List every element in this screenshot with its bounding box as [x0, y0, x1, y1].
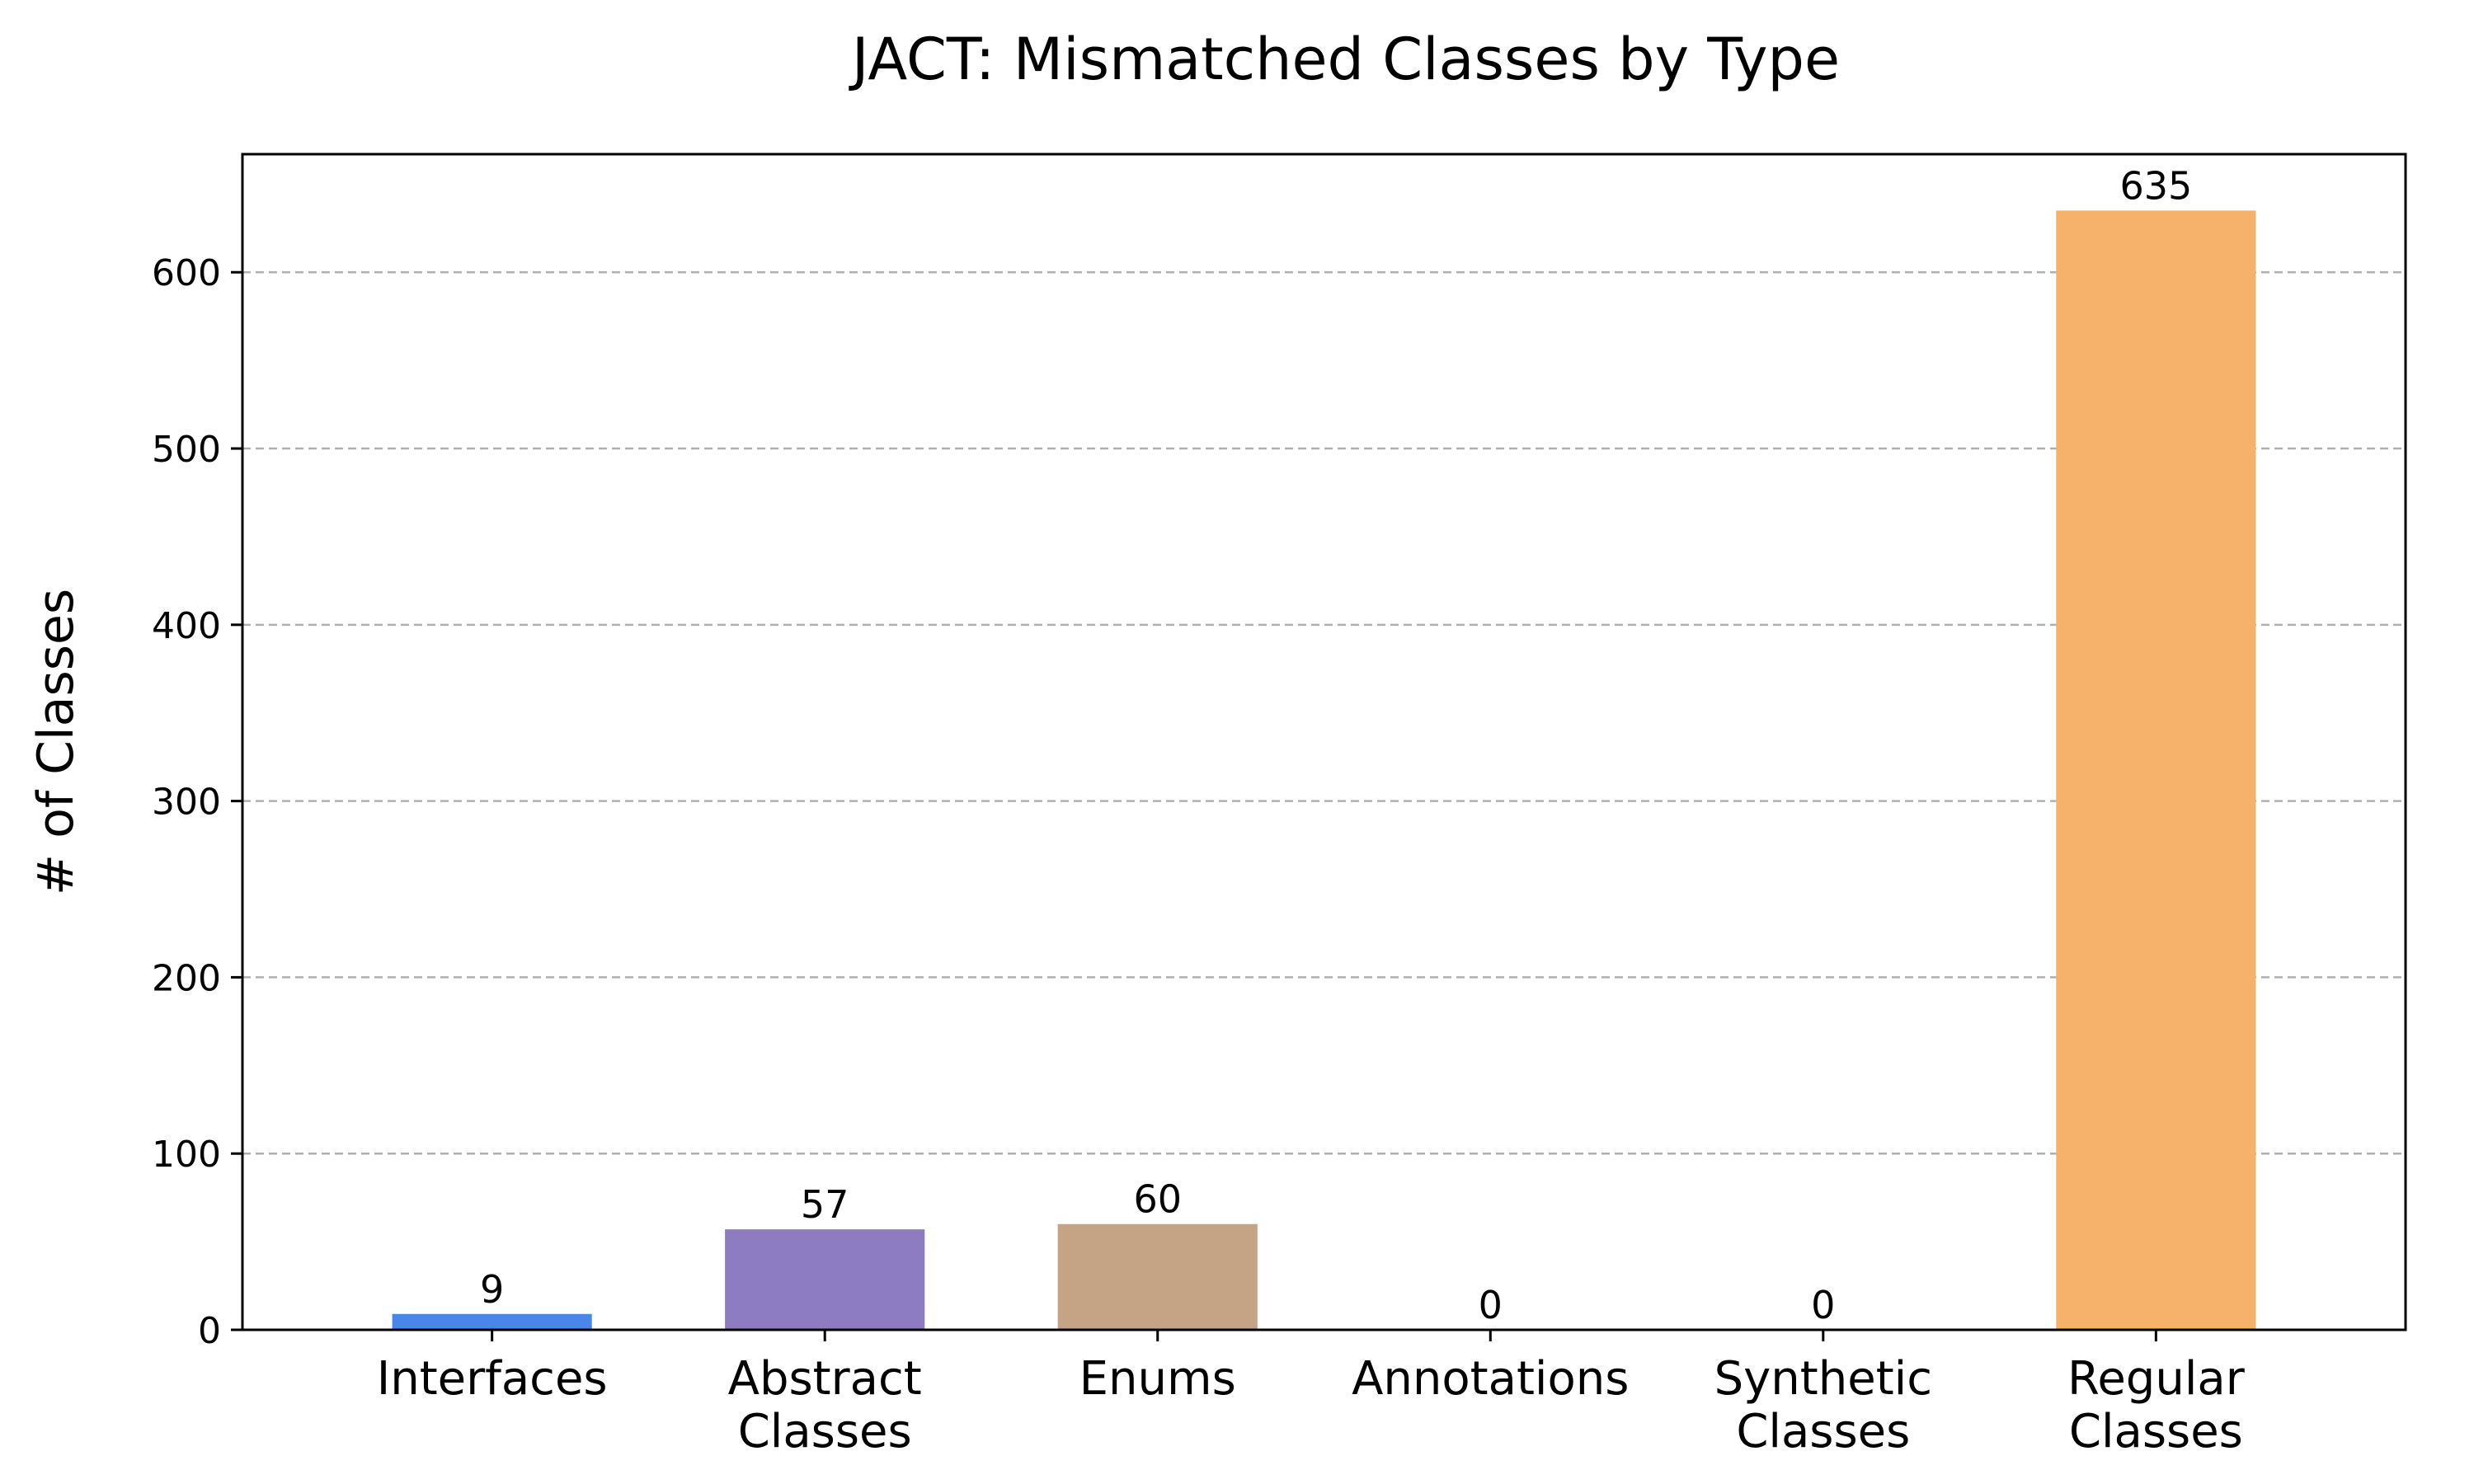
y-tick-label: 600 — [152, 252, 221, 294]
data-labels: 9 57 60 0 0 635 — [480, 163, 2192, 1327]
x-tick-label-line: Interfaces — [377, 1352, 608, 1406]
bar — [2056, 210, 2256, 1330]
x-tick-label: Annotations — [1352, 1352, 1629, 1406]
x-tick-label-line: Synthetic — [1714, 1352, 1932, 1406]
x-tick-label: Interfaces — [377, 1352, 608, 1406]
x-tick-label-line: Annotations — [1352, 1352, 1629, 1406]
y-tick-label: 200 — [152, 957, 221, 999]
data-label: 0 — [1479, 1283, 1503, 1327]
y-tick-label: 500 — [152, 429, 221, 471]
data-label: 57 — [801, 1182, 849, 1227]
bars — [392, 210, 2256, 1330]
x-tick-label: Abstract Classes — [728, 1352, 922, 1458]
plot-frame — [241, 153, 2407, 1331]
y-tick-label: 0 — [198, 1310, 221, 1352]
x-tick-label: Enums — [1079, 1352, 1236, 1406]
x-tick-label-line: Classes — [2069, 1405, 2243, 1458]
x-tick-label-line: Classes — [738, 1405, 912, 1458]
y-tick-label: 100 — [152, 1134, 221, 1176]
bar — [1057, 1223, 1258, 1330]
x-tick-label-line: Enums — [1079, 1352, 1236, 1406]
bar — [725, 1229, 925, 1330]
y-axis-ticks: 0 100 200 300 400 500 600 — [152, 252, 242, 1352]
gridlines — [242, 270, 2406, 1155]
x-tick-label: Synthetic Classes — [1714, 1352, 1932, 1458]
y-tick-label: 400 — [152, 605, 221, 647]
x-tick-label-line: Regular — [2067, 1352, 2246, 1406]
bar — [392, 1313, 592, 1330]
data-label: 635 — [2119, 163, 2192, 208]
x-tick-label-line: Abstract — [728, 1352, 922, 1406]
data-label: 0 — [1811, 1283, 1835, 1327]
y-axis-label: # of Classes — [27, 589, 85, 895]
x-tick-label: Regular Classes — [2067, 1352, 2246, 1458]
chart-title: JACT: Mismatched Classes by Type — [849, 26, 1840, 93]
x-tick-label-line: Classes — [1736, 1405, 1910, 1458]
data-label: 9 — [480, 1267, 504, 1312]
y-tick-label: 300 — [152, 782, 221, 824]
data-label: 60 — [1133, 1177, 1182, 1222]
